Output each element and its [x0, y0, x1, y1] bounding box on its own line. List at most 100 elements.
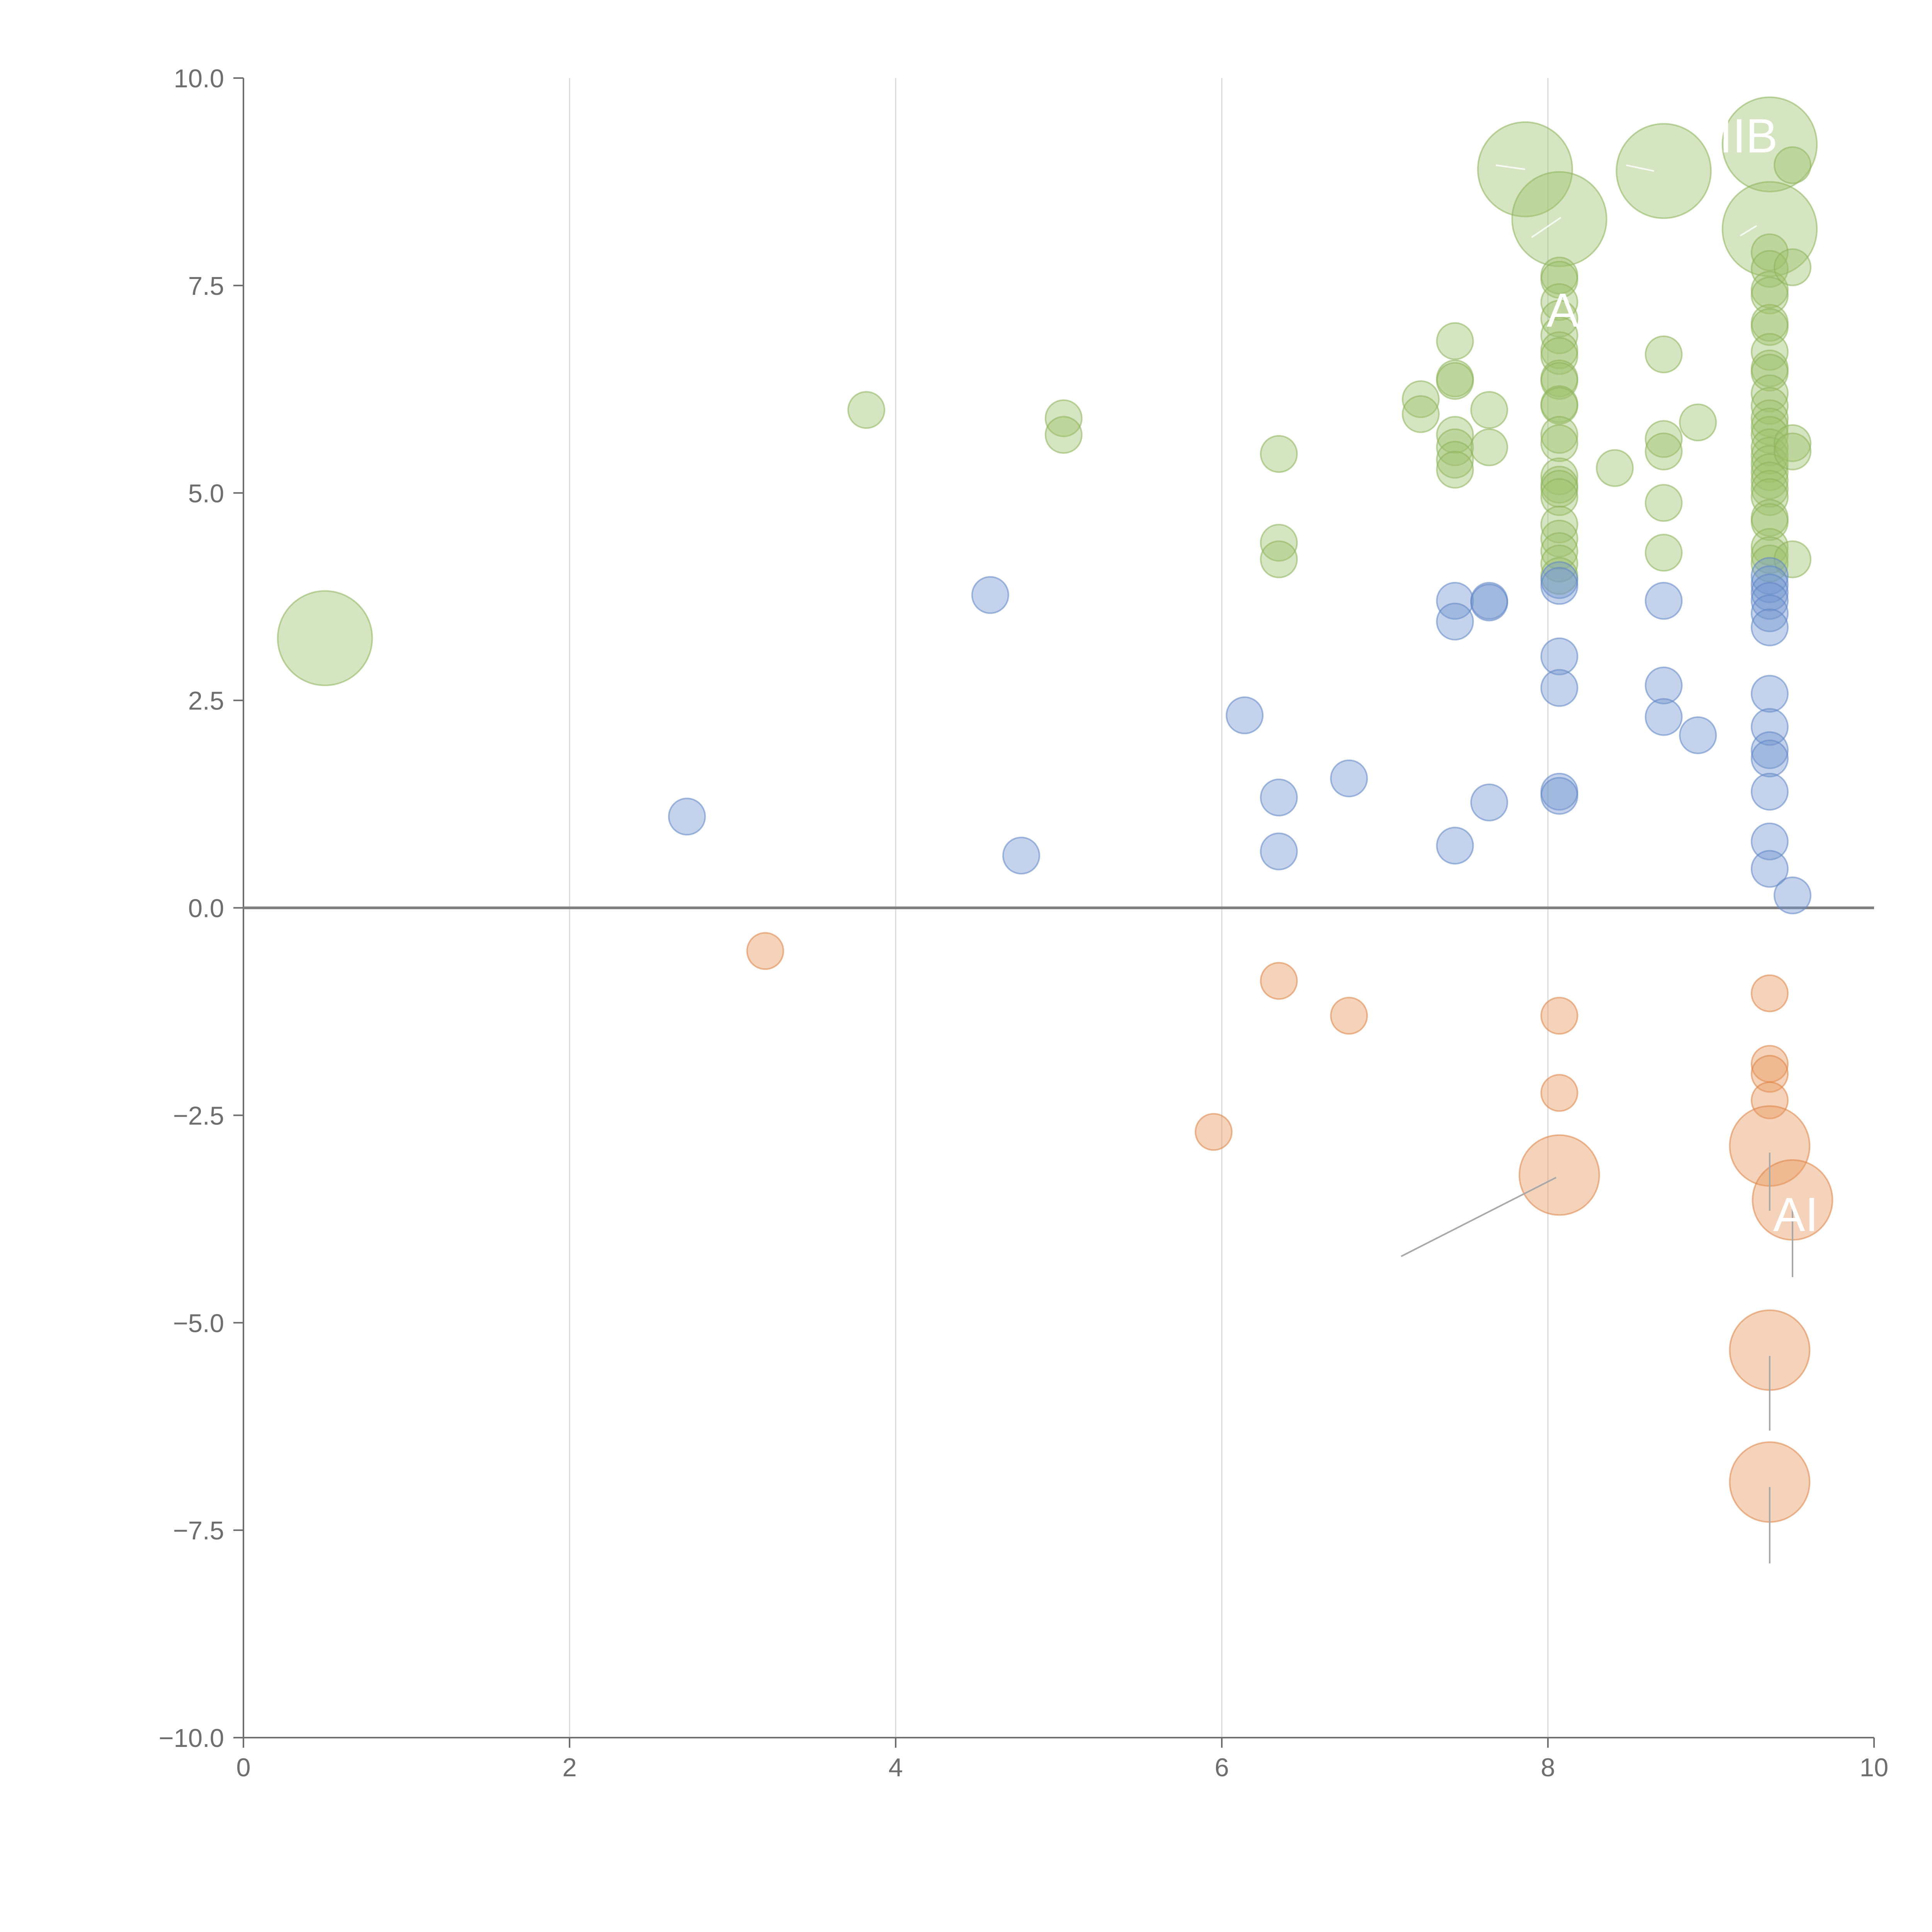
point-label: A [1547, 284, 1579, 337]
leader-line [1401, 1177, 1557, 1257]
green-bubble [1596, 449, 1634, 487]
green-bubble [1750, 399, 1789, 437]
blue-bubble [1750, 565, 1789, 603]
point-labels: A IIB AI [1547, 109, 1818, 1242]
x-tick-label: 0 [236, 1753, 250, 1782]
green-bubble [1477, 121, 1573, 218]
blue-bubble [1540, 777, 1578, 815]
blue-bubble [1750, 822, 1789, 861]
green-bubble [1436, 440, 1474, 479]
y-tick-label: −7.5 [173, 1516, 224, 1545]
blue-bubble [1750, 708, 1789, 746]
blue-bubble [1540, 669, 1578, 707]
blue-bubble [1750, 608, 1789, 646]
orange-bubble [746, 932, 784, 970]
point-label: IIB [1719, 109, 1778, 163]
blue-bubble [971, 576, 1009, 614]
y-tick-label: 5.0 [188, 479, 224, 508]
green-bubble [1750, 276, 1789, 315]
blue-bubble [1774, 876, 1811, 915]
blue-bubble [1750, 675, 1789, 713]
blue-bubble [1750, 731, 1789, 769]
blue-bubble [1645, 582, 1683, 620]
x-tick-label: 6 [1214, 1753, 1229, 1782]
blue-bubble [1002, 837, 1040, 875]
x-tick-label: 10 [1860, 1753, 1889, 1782]
y-tick-label: −2.5 [173, 1101, 224, 1130]
blue-bubble [1226, 696, 1264, 735]
green-bubble [1436, 362, 1474, 400]
green-bubble [1540, 260, 1578, 299]
orange-bubble [1260, 962, 1298, 1000]
point-label: AI [1773, 1188, 1818, 1242]
green-bubble [1260, 540, 1298, 578]
blue-bubble [1540, 637, 1578, 675]
leader-line [1626, 164, 1654, 172]
green-bubble [1679, 403, 1717, 442]
green-bubble [1540, 544, 1578, 583]
blue-bubble [1679, 716, 1717, 754]
green-bubble [1645, 335, 1683, 374]
green-bubble [1750, 536, 1789, 574]
blue-bubble [1750, 582, 1789, 620]
blue-bubble [1436, 827, 1474, 865]
green-bubble [1750, 416, 1789, 454]
green-bubble [1540, 283, 1578, 321]
green-bubble [1750, 528, 1789, 566]
green-bubble [1436, 428, 1474, 466]
green-bubble [1470, 391, 1509, 429]
green-bubble [1540, 424, 1578, 462]
green-bubble [1750, 407, 1789, 446]
green-bubble [1774, 432, 1811, 471]
axes [233, 77, 1875, 1748]
green-bubble [1774, 146, 1811, 184]
data-points [277, 96, 1833, 1523]
blue-bubble [1330, 759, 1368, 798]
green-bubble [1540, 387, 1578, 425]
green-bubble [1470, 428, 1509, 466]
orange-bubble [1540, 1074, 1578, 1112]
green-bubble [1540, 457, 1578, 495]
y-tick-label: 10.0 [174, 64, 224, 93]
green-bubble [1540, 505, 1578, 544]
blue-bubble [1645, 666, 1683, 704]
blue-bubble [668, 798, 706, 836]
green-bubble [1750, 333, 1789, 371]
orange-bubble [1750, 1081, 1789, 1119]
green-bubble [1750, 470, 1789, 508]
orange-bubble [1519, 1134, 1600, 1216]
leader-lines [1401, 164, 1793, 1564]
green-bubble [1616, 123, 1712, 219]
orange-bubble [1194, 1113, 1233, 1151]
y-tick-label: −5.0 [173, 1309, 224, 1338]
green-bubble [1044, 416, 1083, 454]
blue-bubble [1436, 602, 1474, 641]
green-bubble [1721, 181, 1818, 277]
leader-line [1740, 225, 1757, 236]
green-bubble [1750, 354, 1789, 392]
green-bubble [1540, 299, 1578, 338]
blue-bubble [1750, 594, 1789, 633]
orange-bubble [1330, 997, 1368, 1035]
blue-bubble [1750, 772, 1789, 811]
x-tick-label: 2 [562, 1753, 577, 1782]
blue-bubble [1750, 739, 1789, 777]
green-bubble [1774, 248, 1811, 286]
orange-bubble [1750, 1055, 1789, 1093]
blue-bubble [1470, 583, 1509, 622]
green-bubble [1436, 451, 1474, 489]
blue-bubble [1260, 832, 1298, 871]
green-bubble [847, 391, 886, 429]
green-bubble [1540, 416, 1578, 454]
blue-bubble [1470, 783, 1509, 821]
x-tick-label: 4 [888, 1753, 903, 1782]
green-bubble [1750, 233, 1789, 271]
green-bubble [1774, 424, 1811, 462]
green-bubble [1750, 461, 1789, 500]
y-tick-label: 0.0 [188, 894, 224, 923]
green-bubble [1645, 484, 1683, 522]
orange-bubble [1540, 997, 1578, 1035]
green-bubble [1645, 534, 1683, 572]
green-bubble [1436, 322, 1474, 360]
